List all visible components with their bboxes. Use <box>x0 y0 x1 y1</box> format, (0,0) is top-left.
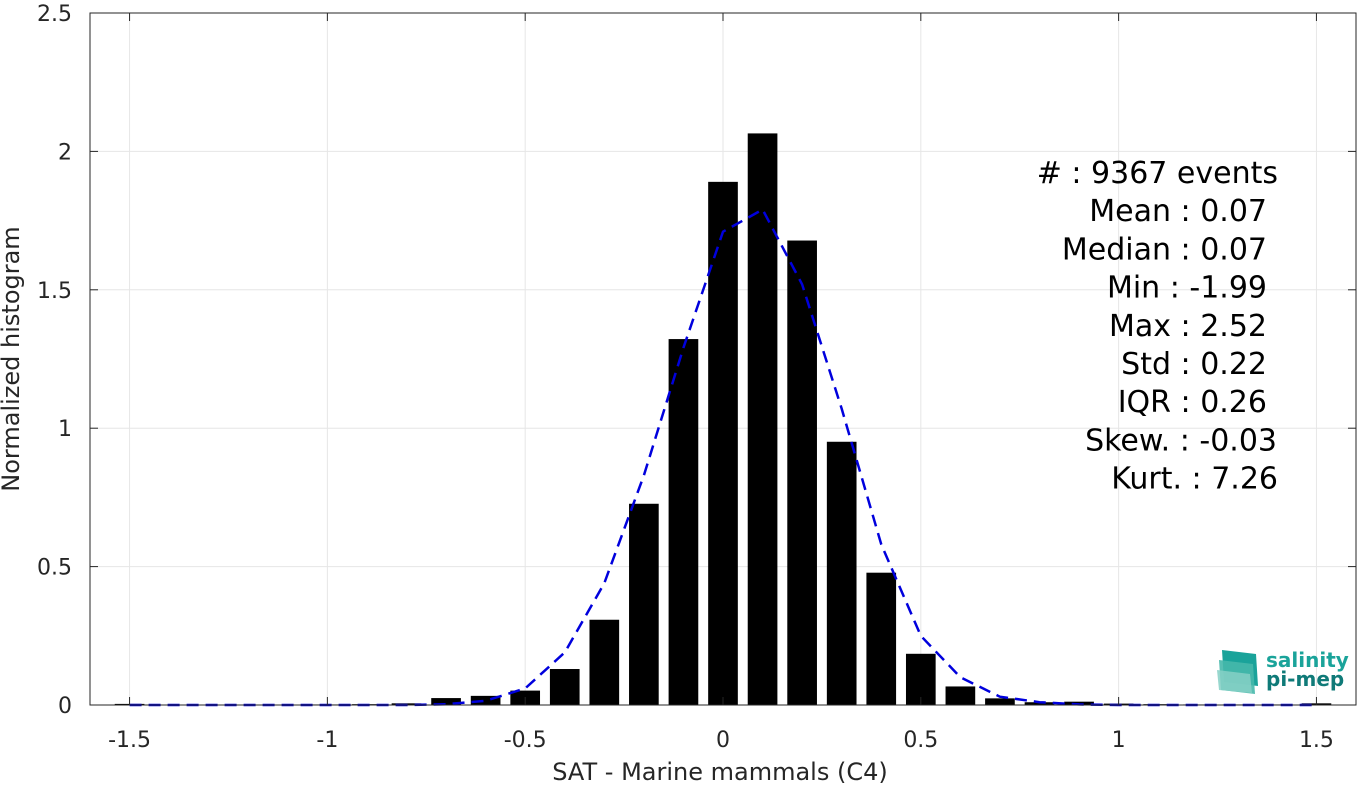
y-axis-label: Normalized histogram <box>0 226 25 491</box>
y-tick-label: 0 <box>58 694 72 719</box>
y-axis-ticks: 0 0.5 1 1.5 2 2.5 <box>37 2 1356 719</box>
histogram-bar <box>1024 702 1055 705</box>
logo-line1: salinity <box>1266 648 1349 672</box>
y-tick-label: 1.5 <box>37 279 72 304</box>
x-tick-label: -0.5 <box>504 728 547 753</box>
histogram-bar <box>470 695 501 705</box>
histogram-bar <box>787 240 817 705</box>
stats-line: Min : -1.99 <box>1107 271 1267 306</box>
y-tick-label: 1 <box>58 417 72 442</box>
y-tick-label: 2 <box>58 140 72 165</box>
histogram-bar <box>668 339 699 705</box>
histogram-bar <box>826 441 857 705</box>
salinity-pi-mep-logo: salinity pi-mep <box>1217 648 1349 694</box>
histogram-bar <box>905 653 936 705</box>
y-tick-label: 2.5 <box>37 2 72 27</box>
x-tick-label: -1.5 <box>108 728 151 753</box>
histogram-bar <box>747 133 778 705</box>
stats-line: Median : 0.07 <box>1062 232 1267 267</box>
stats-line: IQR : 0.26 <box>1118 385 1267 420</box>
x-tick-label: 0.5 <box>903 728 938 753</box>
histogram-bar <box>431 698 461 705</box>
x-tick-label: 1.5 <box>1299 728 1334 753</box>
stats-line: Kurt. : 7.26 <box>1111 462 1278 497</box>
x-axis-label: SAT - Marine mammals (C4) <box>552 758 887 785</box>
histogram-bar <box>866 572 897 705</box>
x-axis-ticks: -1.5 -1 -0.5 0 0.5 1 1.5 <box>108 13 1334 753</box>
histogram-bar <box>945 686 976 705</box>
bars <box>114 133 1332 706</box>
x-tick-label: 1 <box>1112 728 1126 753</box>
histogram-bar <box>549 669 580 705</box>
stats-line: Mean : 0.07 <box>1089 194 1267 229</box>
stats-line: Skew. : -0.03 <box>1085 423 1277 458</box>
stats-line: # : 9367 events <box>1037 156 1278 191</box>
histogram-bar <box>708 181 738 705</box>
histogram-bar <box>589 619 620 705</box>
logo-line2: pi-mep <box>1266 667 1344 691</box>
histogram-bar <box>985 698 1015 705</box>
y-tick-label: 0.5 <box>37 556 72 581</box>
logo-waves-icon <box>1217 650 1258 694</box>
x-tick-label: 0 <box>716 728 730 753</box>
x-tick-label: -1 <box>316 728 338 753</box>
histogram-bar <box>629 503 659 705</box>
stats-line: Max : 2.52 <box>1109 309 1267 344</box>
stats-line: Std : 0.22 <box>1121 347 1267 382</box>
